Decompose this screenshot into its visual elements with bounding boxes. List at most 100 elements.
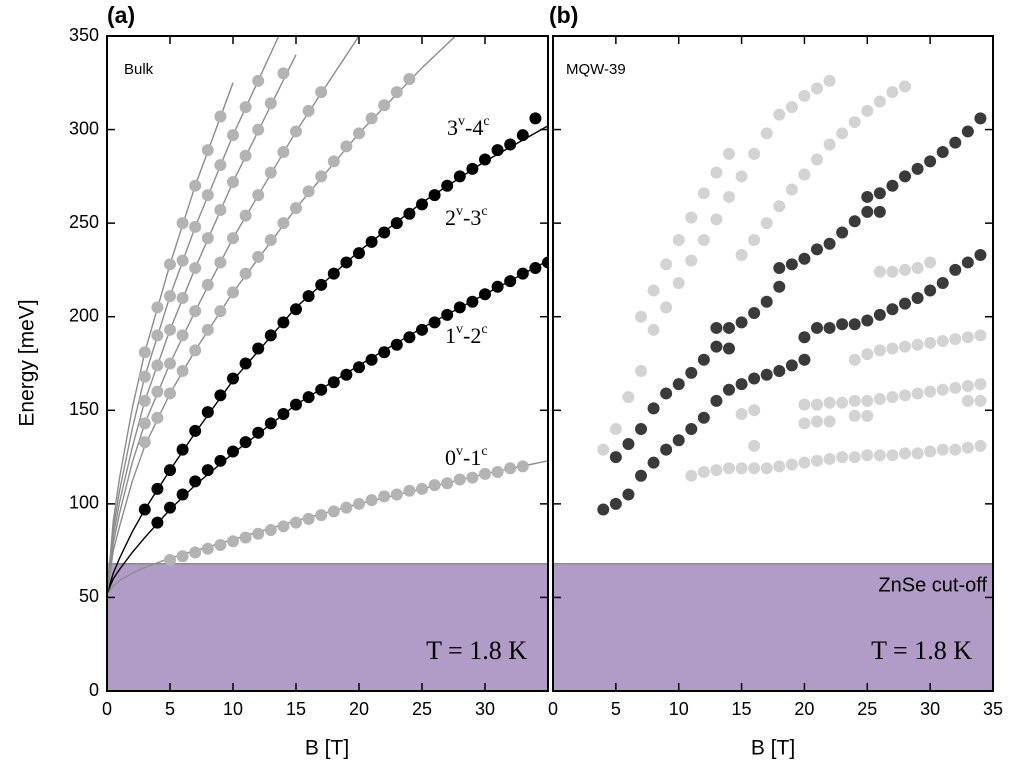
data-point [861,104,874,117]
data-point [873,449,886,462]
data-point [660,301,673,314]
data-point [785,258,798,271]
sample-label: MQW-39 [566,61,626,78]
data-point [542,256,548,269]
data-point [697,187,710,200]
data-point [365,353,378,366]
data-point [710,213,723,226]
data-point [403,331,416,344]
data-point [823,415,836,428]
data-point [873,95,886,108]
data-point [302,512,315,525]
data-point [924,155,937,168]
data-point [961,331,974,344]
cutoff-label: ZnSe cut-off [878,574,987,596]
data-point [672,434,685,447]
data-point [685,254,698,267]
data-point [201,189,214,202]
data-point [491,280,504,293]
data-point [886,342,899,355]
data-point [899,297,911,310]
temperature-label: T = 1.8 K [426,636,527,665]
data-point [660,443,673,456]
data-point [635,469,647,482]
data-point [710,321,723,334]
data-point [264,97,277,110]
data-point [836,127,849,140]
data-point [949,136,962,149]
data-point [773,108,786,121]
data-point [697,233,710,246]
data-point [227,445,239,458]
data-point [697,466,710,479]
transition-label: 2v-3c [445,204,488,230]
data-point [277,217,290,230]
data-point [151,301,164,314]
data-point [176,292,189,304]
data-point [453,473,466,486]
data-point [685,211,698,224]
data-point [176,364,189,377]
data-point [823,237,836,250]
data-point [798,331,811,344]
data-point [647,402,660,415]
data-point [773,200,786,213]
data-point [836,318,849,331]
data-point [798,456,811,469]
data-point [873,344,886,357]
y-tick-label: 350 [69,25,99,45]
data-point [138,346,151,359]
data-point [290,398,302,411]
data-point [911,292,924,304]
data-point [264,329,277,342]
data-point [302,391,315,404]
data-point [189,344,202,357]
data-point [873,265,886,278]
data-point [138,436,151,449]
data-point [735,316,748,329]
data-point [961,256,974,269]
data-point [151,359,164,372]
data-point [327,155,340,168]
data-point [811,153,823,166]
data-point [189,179,202,192]
data-point [886,449,899,462]
data-point [949,263,962,276]
data-point [723,321,735,334]
plot-frame [552,35,994,692]
data-point [949,381,962,394]
data-point [647,323,660,336]
data-point [138,394,151,407]
data-point [748,462,761,475]
data-point [529,262,542,275]
y-axis-label: Energy [meV] [16,299,39,426]
data-point [798,168,811,181]
data-point [264,166,277,179]
data-point [441,179,454,192]
data-point [315,509,328,522]
data-point [441,477,454,490]
data-point [227,286,239,299]
data-point [848,353,861,366]
y-tick-label: 50 [79,586,99,606]
x-tick-label: 25 [857,699,877,719]
data-point [264,524,277,537]
data-point [899,447,911,460]
data-point [811,415,823,428]
data-point [239,531,252,544]
data-point [685,469,698,482]
data-point [710,340,723,353]
data-point [861,394,874,407]
data-point [798,398,811,411]
data-point [416,482,428,495]
data-point [466,295,479,308]
data-point [672,378,685,391]
data-point [848,116,861,129]
data-point [647,456,660,469]
data-point [635,310,647,323]
data-point [936,335,949,348]
data-point [899,263,911,276]
data-point [227,372,239,385]
data-point [748,147,761,160]
data-point [785,359,798,372]
